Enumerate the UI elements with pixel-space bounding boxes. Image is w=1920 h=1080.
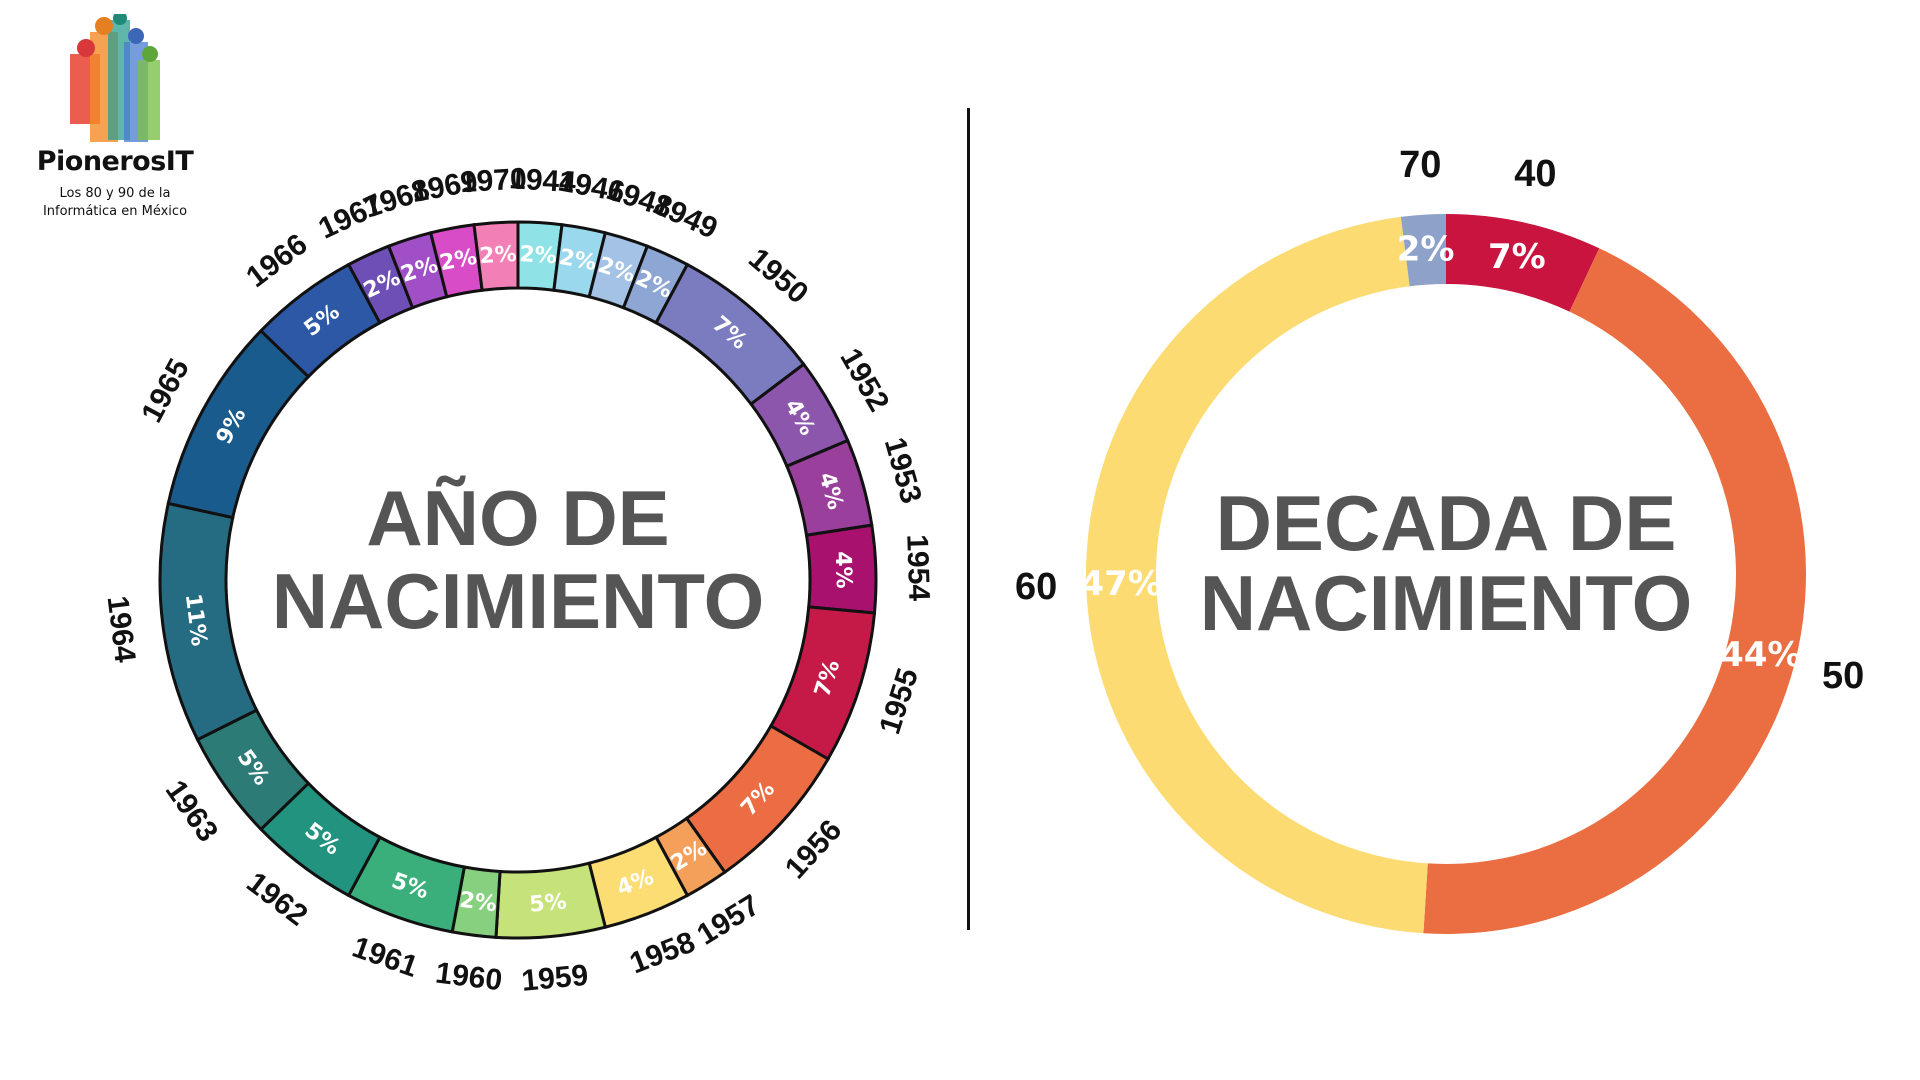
slice-value-label: 7% xyxy=(1488,237,1546,277)
slice-value-label: 2% xyxy=(458,888,498,917)
slice-category-label: 50 xyxy=(1822,655,1864,697)
donut-slice xyxy=(1086,216,1428,934)
logo-subtitle-line1: Los 80 y 90 de la xyxy=(59,186,171,201)
people-logo-icon xyxy=(70,14,160,142)
chart-title-line2: NACIMIENTO xyxy=(272,557,765,645)
slice-category-label: 1970 xyxy=(459,162,528,199)
slice-value-label: 2% xyxy=(519,242,558,269)
slice-category-label: 1960 xyxy=(434,956,504,997)
slice-value-label: 44% xyxy=(1720,635,1801,675)
donut-slice xyxy=(1423,248,1806,934)
logo-title: PionerosIT xyxy=(36,146,194,177)
slice-category-label: 1959 xyxy=(520,959,590,998)
chart-title-line1: DECADA DE xyxy=(1216,479,1677,567)
donut-slice xyxy=(1446,214,1600,312)
slice-value-label: 2% xyxy=(479,242,518,269)
divider xyxy=(967,108,970,930)
slice-category-label: 70 xyxy=(1399,144,1441,186)
chart-title-line1: AÑO DE xyxy=(366,474,669,562)
slice-category-label: 1964 xyxy=(101,594,142,665)
slice-value-label: 2% xyxy=(1397,230,1455,270)
slice-category-label: 40 xyxy=(1514,153,1556,195)
slice-category-label: 1954 xyxy=(900,534,935,602)
donut-slice xyxy=(1400,214,1446,287)
slice-value-label: 4% xyxy=(830,551,856,589)
slice-value-label: 47% xyxy=(1080,564,1161,604)
donut-slice xyxy=(472,220,520,292)
logo-subtitle-line2: Informática en México xyxy=(42,204,188,219)
slice-value-label: 5% xyxy=(528,889,568,917)
logo: PionerosIT Los 80 y 90 de la Informática… xyxy=(20,10,210,230)
chart-title-line2: NACIMIENTO xyxy=(1200,559,1693,647)
slice-category-label: 1944 xyxy=(508,162,577,199)
slice-category-label: 60 xyxy=(1015,566,1057,608)
